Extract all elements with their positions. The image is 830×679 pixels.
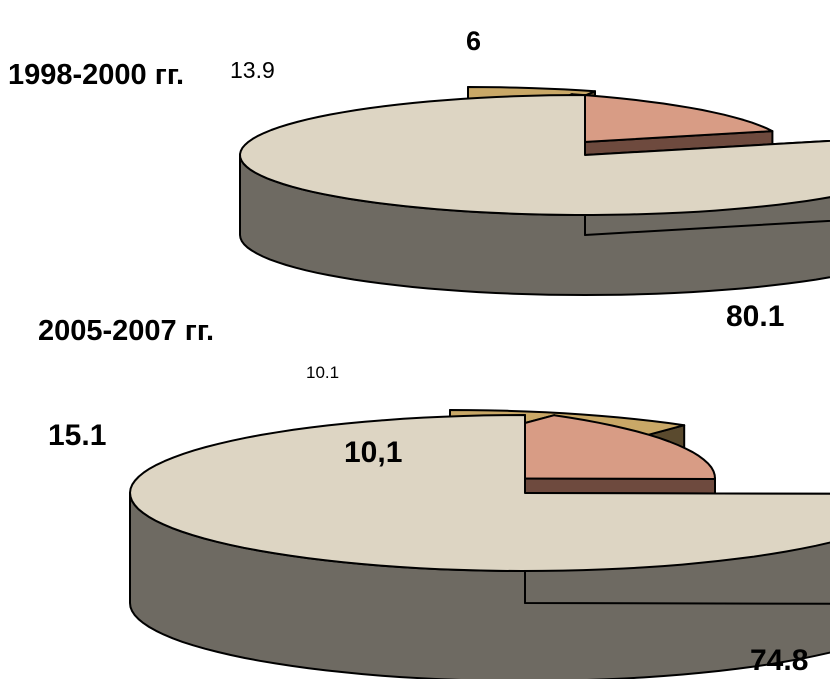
chart-title-2005-2007: 2005-2007 гг.: [38, 315, 214, 347]
data-label-74-8: 74.8: [750, 644, 808, 677]
data-label-13-9: 13.9: [230, 57, 275, 83]
data-label-15-1: 15.1: [48, 419, 106, 452]
data-label-6: 6: [466, 26, 481, 56]
pie-slice-top: [239, 94, 830, 216]
data-label-10-1-small: 10.1: [306, 363, 339, 382]
pie-chart-2005-2007: [129, 409, 830, 679]
data-label-80-1: 80.1: [726, 300, 784, 333]
chart-title-1998-2000: 1998-2000 гг.: [8, 59, 184, 91]
data-label-10-1: 10,1: [344, 436, 402, 469]
pie-slice-top: [129, 414, 830, 572]
pie-slice-80-1: [239, 94, 830, 296]
pie-chart-1998-2000: [239, 86, 830, 296]
pie-slice-74-8: [129, 414, 830, 679]
